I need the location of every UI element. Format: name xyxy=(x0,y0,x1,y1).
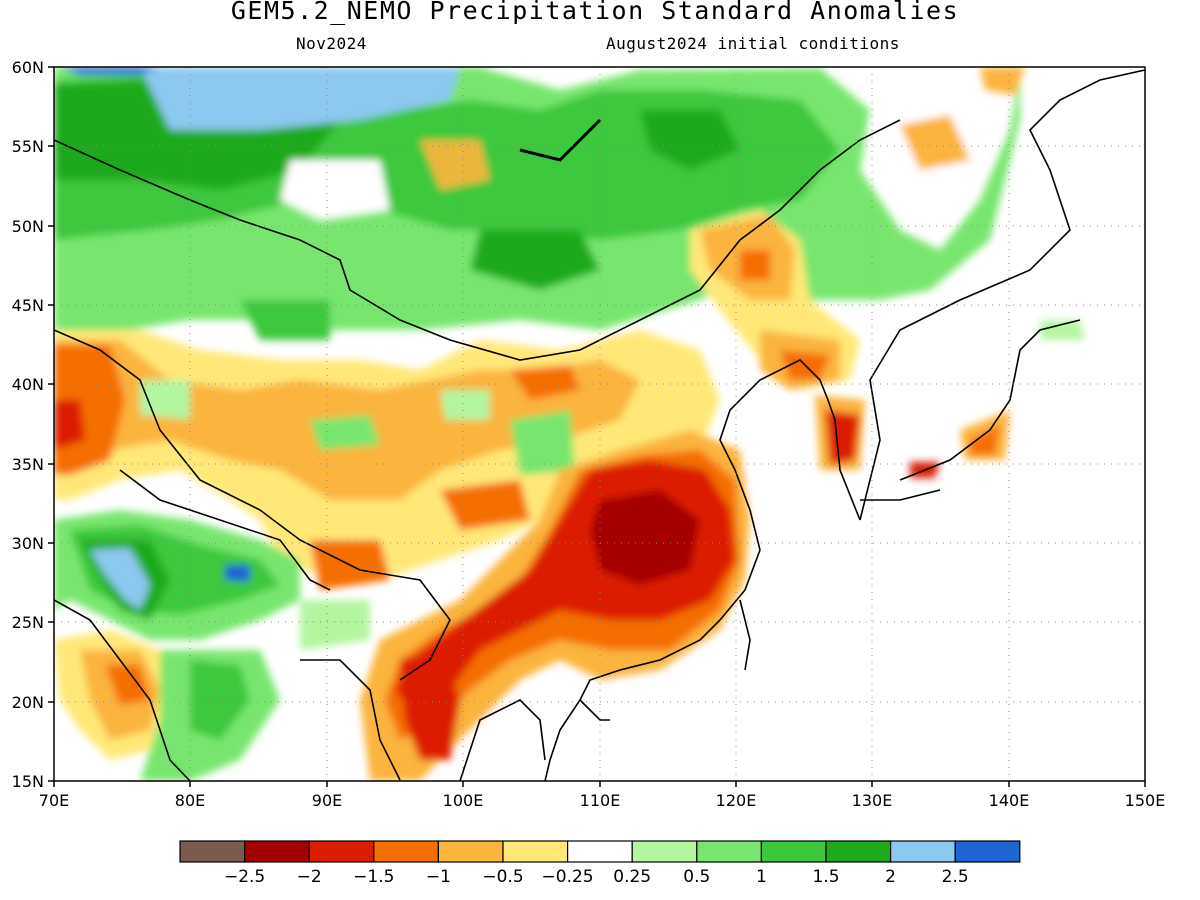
grid-lines xyxy=(54,67,1145,781)
legend-swatch xyxy=(373,840,439,863)
initial-conditions: August2024 initial conditions xyxy=(606,34,900,53)
legend-swatch xyxy=(308,840,375,863)
legend-swatch xyxy=(502,840,569,863)
legend-label: −1.5 xyxy=(353,867,394,887)
lon-label: 70E xyxy=(39,791,69,810)
lon-label: 130E xyxy=(852,791,893,810)
legend-swatch xyxy=(244,840,310,863)
legend-label: 0.5 xyxy=(683,867,710,887)
lat-label: 15N xyxy=(12,772,44,791)
legend-swatch xyxy=(437,840,504,863)
lat-label: 35N xyxy=(12,455,44,474)
legend-swatch xyxy=(696,840,762,863)
lat-label: 40N xyxy=(12,375,44,394)
legend-label: 2.5 xyxy=(942,867,969,887)
lon-label: 140E xyxy=(989,791,1030,810)
forecast-month: Nov2024 xyxy=(296,34,367,53)
legend-label: −2.5 xyxy=(224,867,265,887)
axis-ticks xyxy=(48,66,1146,787)
longitude-labels: 70E 80E 90E 100E 110E 120E 130E 140E 150… xyxy=(39,791,1166,810)
lon-label: 110E xyxy=(580,791,621,810)
lat-label: 60N xyxy=(12,58,44,77)
legend-swatch xyxy=(889,840,956,863)
legend-label: −0.5 xyxy=(482,867,523,887)
legend-label: 0.25 xyxy=(613,867,651,887)
legend-label: 1.5 xyxy=(812,867,839,887)
lat-label: 30N xyxy=(12,534,44,553)
legend-label: −0.25 xyxy=(542,867,594,887)
lat-label: 55N xyxy=(12,137,44,156)
legend-swatch xyxy=(179,840,246,863)
latitude-labels: 60N 55N 50N 45N 40N 35N 30N 25N 20N 15N xyxy=(12,58,44,791)
lat-label: 50N xyxy=(12,217,44,236)
legend-label: −2 xyxy=(297,867,322,887)
lat-label: 20N xyxy=(12,693,44,712)
legend-label: 1 xyxy=(756,867,767,887)
lon-label: 150E xyxy=(1125,791,1166,810)
lon-label: 80E xyxy=(175,791,205,810)
legend-swatch xyxy=(825,840,892,863)
legend-swatches xyxy=(179,840,1021,863)
lat-label: 25N xyxy=(12,613,44,632)
lat-label: 45N xyxy=(12,296,44,315)
legend-labels: −2.5 −2 −1.5 −1 −0.5 −0.25 0.25 0.5 1 1.5 2 2.5 xyxy=(224,867,969,887)
legend-swatch xyxy=(760,840,827,863)
legend-label: 2 xyxy=(885,867,896,887)
lon-label: 100E xyxy=(443,791,484,810)
lon-label: 120E xyxy=(716,791,757,810)
chart-title: GEM5.2_NEMO Precipitation Standard Anoma… xyxy=(230,0,960,25)
lon-label: 90E xyxy=(312,791,342,810)
legend-swatch xyxy=(566,840,633,863)
legend-swatch xyxy=(954,840,1021,863)
legend-label: −1 xyxy=(426,867,451,887)
legend-swatch xyxy=(631,840,698,863)
